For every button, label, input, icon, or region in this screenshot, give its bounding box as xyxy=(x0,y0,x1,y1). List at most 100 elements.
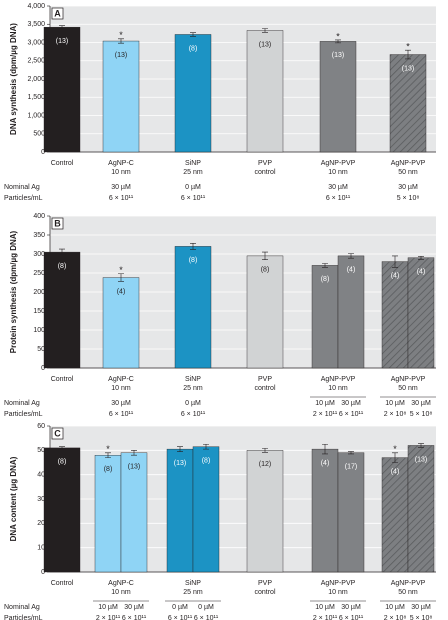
particles: 6 × 10¹¹ xyxy=(194,615,219,620)
category-label: AgNP-PVP xyxy=(321,376,356,383)
bar xyxy=(381,261,409,369)
n-label: (8) xyxy=(189,257,198,264)
panel-box xyxy=(51,217,64,230)
y-tick-label: 200 xyxy=(33,289,45,296)
category-label: 25 nm xyxy=(183,385,203,392)
y-axis-title: DNA content (µg DNA) xyxy=(9,456,18,541)
particles: 2 × 10⁸ xyxy=(384,615,407,620)
particles: 6 × 10¹¹ xyxy=(168,615,193,620)
y-tick-label: 1,000 xyxy=(27,112,45,119)
n-label: (4) xyxy=(391,272,400,279)
error-bar xyxy=(348,451,354,455)
category-label: 10 nm xyxy=(111,589,131,596)
nominal-ag: 30 µM xyxy=(124,604,144,611)
nominal-ag: 10 µM xyxy=(385,400,405,407)
nominal-ag: 0 µM xyxy=(198,604,214,611)
nominal-ag: 30 µM xyxy=(411,400,431,407)
y-tick-label: 0 xyxy=(41,569,45,576)
category-label: AgNP-PVP xyxy=(321,580,356,587)
row-label: Particles/mL xyxy=(4,411,43,418)
panel-label: B xyxy=(54,218,61,228)
y-axis-title: DNA synthesis (dpm/µg DNA) xyxy=(9,23,18,135)
y-tick-label: 20 xyxy=(37,520,45,527)
bar xyxy=(120,452,148,573)
error-bar xyxy=(203,443,209,450)
n-label: (8) xyxy=(261,267,270,274)
y-tick-label: 40 xyxy=(37,472,45,479)
category-label: AgNP-C xyxy=(108,160,134,167)
error-bar xyxy=(105,452,111,458)
bar xyxy=(102,40,140,153)
bar xyxy=(337,255,365,369)
category-label: control xyxy=(254,169,275,176)
significance-marker: * xyxy=(106,444,110,454)
bar xyxy=(94,455,122,573)
panel-box xyxy=(51,427,64,440)
y-tick-label: 0 xyxy=(41,149,45,156)
bar xyxy=(43,26,81,153)
y-tick-label: 50 xyxy=(37,346,45,353)
nominal-ag: 10 µM xyxy=(98,604,118,611)
particles: 6 × 10¹¹ xyxy=(109,411,134,418)
error-bar xyxy=(405,49,411,60)
y-tick-label: 150 xyxy=(33,308,45,315)
n-label: (13) xyxy=(402,65,414,72)
category-label: AgNP-PVP xyxy=(321,160,356,167)
nominal-ag: 10 µM xyxy=(315,400,335,407)
error-bar xyxy=(59,248,65,256)
n-label: (8) xyxy=(202,458,211,465)
bar xyxy=(311,265,339,369)
error-bar xyxy=(177,446,183,452)
bar xyxy=(174,246,212,369)
error-bar xyxy=(262,251,268,260)
category-label: Control xyxy=(51,160,74,167)
y-tick-label: 250 xyxy=(33,270,45,277)
n-label: (4) xyxy=(321,460,330,467)
y-tick-label: 3,500 xyxy=(27,21,45,28)
particles: 5 × 10⁸ xyxy=(410,615,433,620)
category-label: 25 nm xyxy=(183,589,203,596)
y-tick-label: 4,000 xyxy=(27,3,45,10)
category-label: AgNP-C xyxy=(108,580,134,587)
n-label: (13) xyxy=(259,41,271,48)
bar xyxy=(407,445,435,573)
y-tick-label: 100 xyxy=(33,327,45,334)
particles: 6 × 10¹¹ xyxy=(181,195,206,202)
particles: 6 × 10¹¹ xyxy=(122,615,147,620)
n-label: (8) xyxy=(58,459,67,466)
y-tick-label: 2,000 xyxy=(27,76,45,83)
n-label: (13) xyxy=(56,38,68,45)
nominal-ag: 30 µM xyxy=(411,604,431,611)
bar xyxy=(174,34,212,153)
particles: 6 × 10¹¹ xyxy=(181,411,206,418)
n-label: (13) xyxy=(332,52,344,59)
error-bar xyxy=(131,450,137,456)
category-label: AgNP-PVP xyxy=(391,580,426,587)
particles: 2 × 10¹¹ xyxy=(313,615,338,620)
significance-marker: * xyxy=(393,444,397,454)
n-label: (4) xyxy=(417,269,426,276)
category-label: AgNP-PVP xyxy=(391,160,426,167)
bar xyxy=(389,54,427,153)
bar xyxy=(166,448,194,573)
error-bar xyxy=(59,25,65,29)
category-label: 50 nm xyxy=(398,385,418,392)
significance-marker: * xyxy=(406,42,410,52)
category-label: AgNP-PVP xyxy=(391,376,426,383)
error-bar xyxy=(190,243,196,250)
category-label: control xyxy=(254,589,275,596)
y-tick-label: 2,500 xyxy=(27,58,45,65)
n-label: (13) xyxy=(115,52,127,59)
significance-marker: * xyxy=(336,31,340,41)
panel-box xyxy=(51,7,64,20)
n-label: (8) xyxy=(189,45,198,52)
category-label: 10 nm xyxy=(328,589,348,596)
category-label: PVP xyxy=(258,160,272,167)
error-bar xyxy=(418,443,424,448)
category-label: 10 nm xyxy=(328,169,348,176)
particles: 6 × 10¹¹ xyxy=(339,615,364,620)
nominal-ag: 30 µM xyxy=(341,400,361,407)
particles: 2 × 10¹¹ xyxy=(313,411,338,418)
bar xyxy=(246,30,284,153)
particles: 2 × 10¹¹ xyxy=(96,615,121,620)
